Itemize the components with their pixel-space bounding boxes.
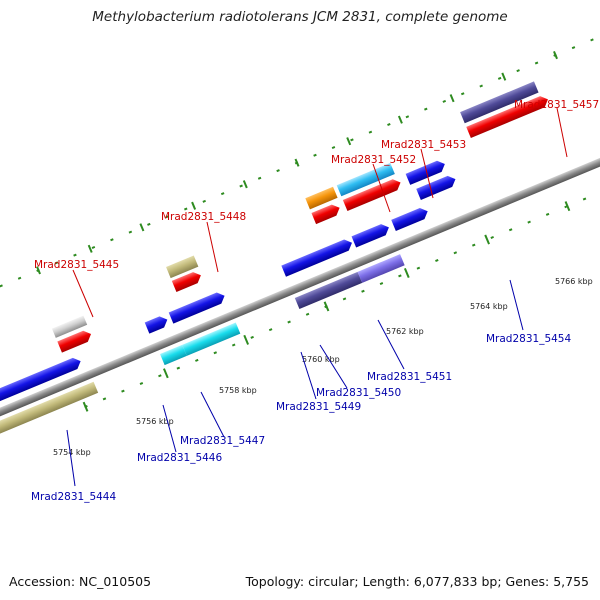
gene-5446-cyan[interactable]: [160, 344, 187, 366]
gene-5450-purple[interactable]: [357, 254, 405, 283]
label-5452[interactable]: Mrad2831_5452: [331, 154, 416, 166]
scale-tick-label: 5756 kbp: [136, 417, 174, 426]
gene-5444-upper[interactable]: [0, 356, 83, 415]
gene-5449-navy[interactable]: [294, 271, 363, 310]
gene-5444[interactable]: [0, 381, 99, 442]
scale-tick-label: 5754 kbp: [53, 448, 91, 457]
gene-5447[interactable]: [168, 290, 227, 324]
gene-5447-cyan[interactable]: [182, 322, 241, 356]
label-5454[interactable]: Mrad2831_5454: [486, 333, 571, 345]
label-5448[interactable]: Mrad2831_5448: [161, 211, 246, 223]
bottom-dotted-guide: [82, 197, 587, 412]
label-5447[interactable]: Mrad2831_5447: [180, 435, 265, 447]
gene-5454[interactable]: [405, 157, 458, 202]
genome-backbone: [0, 123, 600, 424]
gene-5451[interactable]: [391, 206, 430, 231]
gene-5445[interactable]: [51, 315, 93, 353]
label-5457[interactable]: Mrad2831_5457: [514, 99, 599, 111]
scale-tick-label: 5762 kbp: [386, 327, 424, 336]
label-5444[interactable]: Mrad2831_5444: [31, 491, 116, 503]
gene-5453[interactable]: [336, 162, 403, 212]
gene-5449[interactable]: [281, 237, 354, 277]
top-dotted-guide: [0, 38, 594, 288]
gene-5450[interactable]: [351, 222, 392, 248]
scale-tick-label: 5758 kbp: [219, 386, 257, 395]
genome-summary-text: Topology: circular; Length: 6,077,833 bp…: [245, 574, 589, 589]
scale-tick-label: 5760 kbp: [302, 355, 340, 364]
label-5453[interactable]: Mrad2831_5453: [381, 139, 466, 151]
lower-gene-labels: Mrad2831_5444 Mrad2831_5446 Mrad2831_544…: [31, 279, 571, 503]
label-5446[interactable]: Mrad2831_5446: [137, 452, 222, 464]
label-5451[interactable]: Mrad2831_5451: [367, 371, 452, 383]
gene-5457[interactable]: [460, 79, 550, 139]
label-5449[interactable]: Mrad2831_5449: [276, 401, 361, 413]
map-title: Methylobacterium radiotolerans JCM 2831,…: [92, 9, 508, 25]
gene-5452[interactable]: [305, 186, 343, 225]
scale-tick-label: 5764 kbp: [470, 302, 508, 311]
gene-5448[interactable]: [166, 255, 204, 292]
scale-tick-label: 5766 kbp: [555, 277, 593, 286]
label-5450[interactable]: Mrad2831_5450: [316, 387, 401, 399]
upper-gene-labels: Mrad2831_5445 Mrad2831_5448 Mrad2831_545…: [34, 99, 599, 318]
label-5445[interactable]: Mrad2831_5445: [34, 259, 119, 271]
genome-track: [0, 38, 600, 442]
accession-text: Accession: NC_010505: [9, 574, 152, 589]
gene-5446[interactable]: [144, 314, 170, 334]
scale-labels: 5754 kbp 5756 kbp 5758 kbp 5760 kbp 5762…: [53, 277, 593, 457]
